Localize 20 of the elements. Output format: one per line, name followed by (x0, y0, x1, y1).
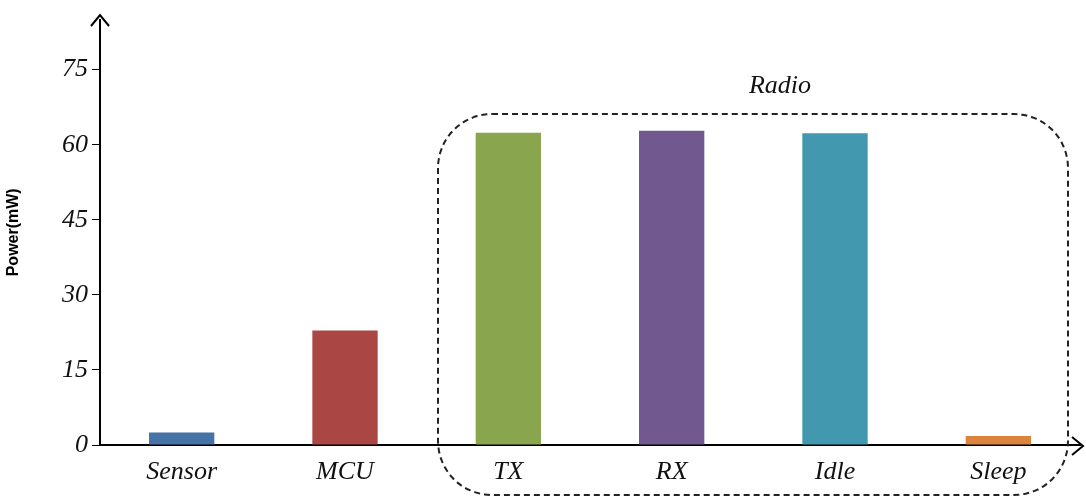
annotation: Radio (747, 70, 813, 100)
bar (639, 130, 705, 445)
bar (149, 432, 215, 445)
x-tick-label: Sleep (970, 456, 1027, 486)
y-tick-label: 0 (75, 428, 88, 458)
y-tick-label: 30 (61, 278, 88, 308)
bar (802, 133, 868, 445)
x-tick-label: Sensor (146, 456, 218, 486)
x-tick-label: Idle (813, 456, 856, 486)
y-axis-title: Power(mW) (4, 188, 22, 277)
x-tick-label: RX (654, 456, 689, 486)
y-tick-label: 60 (62, 128, 88, 158)
y-tick-label: 15 (62, 353, 88, 383)
y-tick-label: 45 (62, 203, 88, 233)
bar (475, 132, 541, 445)
y-tick-label: 75 (62, 53, 88, 83)
bar (965, 435, 1031, 445)
x-tick-label: TX (493, 456, 525, 486)
x-tick-label: MCU (315, 456, 377, 486)
bar (312, 330, 378, 445)
